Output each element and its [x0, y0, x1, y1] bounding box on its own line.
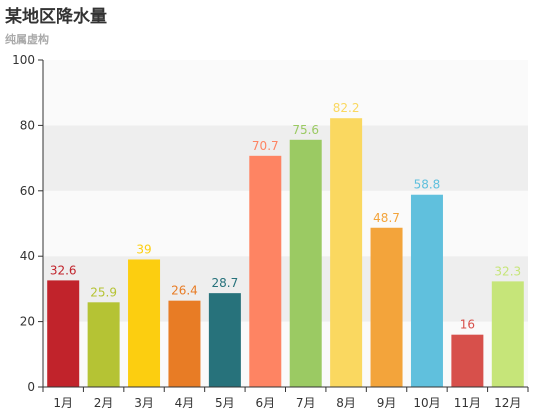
y-tick-label: 40 — [20, 249, 35, 263]
axes: 0 20 40 60 80 100 1月 2月 3月 4月 5月 6月 7月 8月 9月 10月 11月 12月 — [12, 53, 529, 410]
x-tick-label: 2月 — [94, 396, 114, 410]
x-tick-label: 4月 — [175, 396, 195, 410]
x-tick-label: 9月 — [377, 396, 397, 410]
bar-8 — [330, 118, 363, 388]
grid-band — [43, 321, 528, 387]
y-tick-label: 0 — [27, 380, 35, 394]
bar-4 — [168, 300, 201, 387]
data-label-9: 48.7 — [373, 211, 400, 225]
data-label-12: 32.3 — [494, 264, 521, 278]
x-tick-label: 6月 — [255, 396, 275, 410]
chart-title: 某地区降水量 — [5, 7, 107, 27]
data-label-1: 32.6 — [50, 263, 77, 277]
x-tick-label: 3月 — [134, 396, 154, 410]
data-label-3: 39 — [136, 242, 151, 256]
bar-2 — [87, 302, 120, 387]
y-tick-label: 20 — [20, 315, 35, 329]
data-label-7: 75.6 — [292, 123, 319, 137]
bar-3 — [128, 259, 161, 387]
bar-7 — [289, 139, 322, 387]
bar-5 — [208, 293, 241, 387]
bar-6 — [249, 155, 282, 387]
chart-subtitle: 纯属虚构 — [5, 33, 49, 46]
grid-bands — [43, 60, 528, 387]
data-labels: 32.6 25.9 39 26.4 28.7 70.7 75.6 82.2 48.7 58.8 16… — [50, 101, 521, 331]
x-tick-label: 12月 — [494, 396, 521, 410]
bar-11 — [451, 334, 484, 387]
bar-1 — [47, 280, 80, 387]
data-label-8: 82.2 — [333, 101, 360, 115]
grid-band — [43, 125, 528, 191]
grid-band — [43, 256, 528, 322]
x-tick-label: 11月 — [454, 396, 481, 410]
grid-band — [43, 190, 528, 257]
bar-9 — [370, 227, 403, 387]
x-tick-label: 5月 — [215, 396, 235, 410]
y-tick-label: 80 — [20, 118, 35, 132]
x-tick-label: 1月 — [53, 396, 73, 410]
x-tick-label: 8月 — [336, 396, 356, 410]
bar-12 — [491, 281, 524, 387]
data-label-2: 25.9 — [90, 285, 117, 299]
data-label-10: 58.8 — [414, 178, 441, 192]
bar-series — [47, 118, 524, 388]
data-label-5: 28.7 — [212, 276, 239, 290]
data-label-6: 70.7 — [252, 139, 279, 153]
y-tick-label: 100 — [12, 53, 35, 67]
grid-band — [43, 60, 528, 126]
bar-10 — [410, 194, 443, 387]
data-label-11: 16 — [460, 318, 475, 332]
x-tick-label: 10月 — [413, 396, 440, 410]
x-tick-label: 7月 — [296, 396, 316, 410]
data-label-4: 26.4 — [171, 284, 198, 298]
y-tick-label: 60 — [20, 184, 35, 198]
